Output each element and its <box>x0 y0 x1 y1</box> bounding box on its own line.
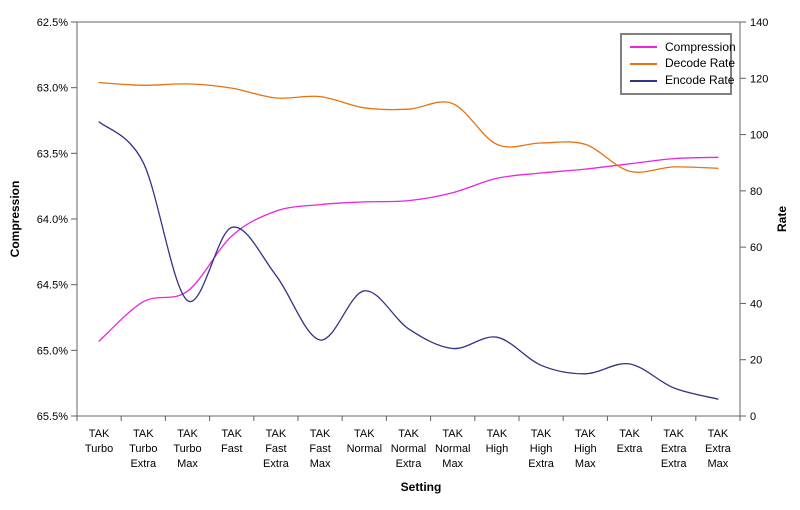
right-axis-tick-label: 140 <box>750 17 768 29</box>
left-axis-tick-label: 65.0% <box>37 345 68 357</box>
right-axis-tick-label: 100 <box>750 130 768 142</box>
right-axis-tick-label: 60 <box>750 242 762 254</box>
right-axis-tick-label: 20 <box>750 355 762 367</box>
right-axis-tick-label: 80 <box>750 186 762 198</box>
legend-swatch-decode-rate-line <box>630 62 657 65</box>
x-axis-category-label: TAK Normal Extra <box>391 428 426 470</box>
x-axis-category-label: TAK Extra <box>617 428 644 455</box>
x-axis-category-label: TAK Fast <box>221 428 243 455</box>
legend-item-compression: Compression <box>630 40 736 54</box>
left-axis-tick-label: 63.5% <box>37 148 68 160</box>
x-axis-category-label: TAK Turbo <box>85 428 113 455</box>
right-axis-tick-label: 0 <box>750 411 756 423</box>
left-axis-tick-label: 65.5% <box>37 411 68 423</box>
legend-label-compression: Compression <box>665 39 736 54</box>
x-axis-category-label: TAK Fast Max <box>309 428 331 470</box>
x-axis-category-label: TAK Extra Max <box>705 428 732 470</box>
x-axis-category-label: TAK Fast Extra <box>263 428 290 470</box>
legend-swatch-compression-line <box>630 46 657 49</box>
x-axis-category-label: TAK Normal Max <box>435 428 470 470</box>
x-axis-category-label: TAK Normal <box>347 428 382 455</box>
legend-item-decode-rate: Decode Rate <box>630 57 735 70</box>
right-axis-tick-label: 120 <box>750 73 768 85</box>
series-line-encode-rate <box>98 121 719 400</box>
x-axis-title-text: Setting <box>400 480 442 494</box>
left-axis-tick-label: 64.0% <box>37 214 68 226</box>
legend-label-encode-rate: Encode Rate <box>665 73 735 88</box>
x-axis-category-label: TAK Turbo Max <box>173 428 201 470</box>
x-axis-category-label: TAK High Max <box>574 428 597 470</box>
x-axis-category-label: TAK Extra Extra <box>661 428 688 470</box>
x-axis-category-label: TAK Turbo Extra <box>129 428 157 470</box>
right-axis-tick-label: 40 <box>750 298 762 310</box>
left-axis-tick-label: 64.5% <box>37 280 68 292</box>
series-line-decode-rate <box>98 81 719 173</box>
y-axis-title-right-text: Rate <box>775 205 789 233</box>
legend-item-encode-rate: Encode Rate <box>630 74 734 87</box>
legend-label-decode-rate: Decode Rate <box>665 56 736 71</box>
legend: Compression Decode Rate Encode Rate <box>620 33 736 95</box>
left-axis-tick-label: 62.5% <box>37 17 68 29</box>
x-axis-category-label: TAK High Extra <box>528 428 555 470</box>
series-line-compression <box>98 156 719 342</box>
left-axis-tick-label: 63.0% <box>37 83 68 95</box>
legend-swatch-encode-rate-line <box>630 79 657 82</box>
y-axis-title-left-text: Compression <box>8 180 22 258</box>
x-axis-category-label: TAK High <box>486 428 509 455</box>
